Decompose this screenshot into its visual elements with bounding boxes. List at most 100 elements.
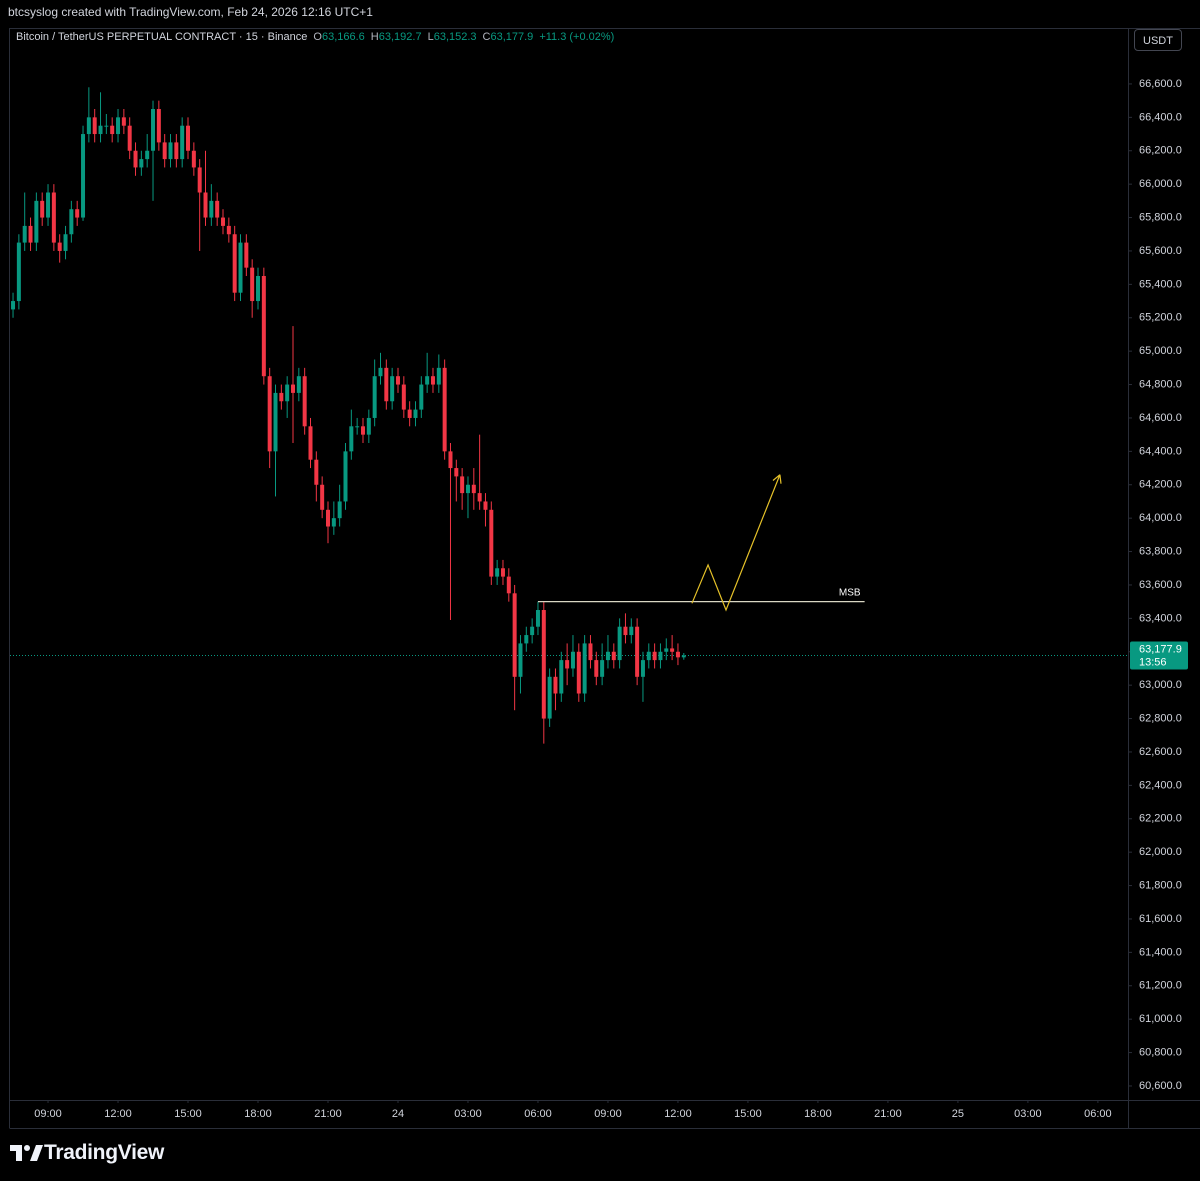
y-tick-label: 63,800.0 <box>1139 545 1182 557</box>
candle-body <box>69 209 74 235</box>
candle-body <box>51 192 56 243</box>
legend-key: L <box>427 31 434 43</box>
y-tick-label: 62,000.0 <box>1139 846 1182 858</box>
candle-body <box>600 660 605 677</box>
candle-body <box>168 142 173 160</box>
candle-body <box>203 192 208 218</box>
y-tick-label: 61,000.0 <box>1139 1013 1182 1025</box>
candle-body <box>594 660 599 677</box>
candle-body <box>162 142 167 160</box>
candle-body <box>145 150 150 160</box>
legend-key: O <box>313 31 322 43</box>
candle-body <box>343 451 348 502</box>
candle-body <box>448 451 453 469</box>
candle-body <box>290 384 295 393</box>
y-tick-label: 63,600.0 <box>1139 579 1182 591</box>
x-tick-label: 18:00 <box>244 1108 272 1120</box>
candle-body <box>127 125 132 151</box>
candle-body <box>355 426 360 428</box>
candle-body <box>670 648 675 652</box>
y-tick-label: 64,200.0 <box>1139 479 1182 491</box>
candle-body <box>261 276 266 377</box>
candle-body <box>285 384 290 402</box>
candle-body <box>512 593 517 677</box>
y-tick-label: 65,800.0 <box>1139 211 1182 223</box>
candle-body <box>430 376 435 385</box>
logo-shape <box>10 1145 22 1161</box>
countdown-label: 13:56 <box>1139 656 1167 668</box>
candle-body <box>279 392 284 402</box>
candle-body <box>366 417 371 435</box>
y-tick-label: 64,000.0 <box>1139 512 1182 524</box>
candle-body <box>460 476 465 494</box>
y-tick-label: 60,600.0 <box>1139 1080 1182 1092</box>
y-tick-label: 62,200.0 <box>1139 813 1182 825</box>
candle-body <box>629 626 634 636</box>
candle-body <box>360 426 365 435</box>
y-tick-label: 66,200.0 <box>1139 145 1182 157</box>
candles <box>11 87 686 744</box>
candle-body <box>524 635 529 644</box>
candle-body <box>151 108 156 151</box>
legend-key: H <box>370 31 379 43</box>
candle-body <box>22 225 27 243</box>
brand: TradingView <box>44 1141 165 1164</box>
y-tick-label: 65,600.0 <box>1139 245 1182 257</box>
legend-value: 63,192.7 <box>378 31 422 43</box>
x-tick-label: 21:00 <box>874 1108 902 1120</box>
candle-body <box>646 651 651 661</box>
candle-body <box>267 376 272 452</box>
candle-body <box>500 568 505 577</box>
candle-body <box>635 626 640 677</box>
currency-button[interactable]: USDT <box>1134 29 1182 51</box>
msb-label: MSB <box>839 587 861 598</box>
x-tick-label: 12:00 <box>664 1108 692 1120</box>
candle-body <box>506 576 511 594</box>
caption: btcsyslog created with TradingView.com, … <box>8 5 373 19</box>
y-tick-label: 66,600.0 <box>1139 78 1182 90</box>
candle-body <box>395 376 400 385</box>
y-tick-label: 63,400.0 <box>1139 612 1182 624</box>
x-tick-label: 24 <box>392 1108 404 1120</box>
candle-body <box>547 676 552 719</box>
legend-key: C <box>482 31 491 43</box>
candle-body <box>16 242 21 302</box>
projection-arrow <box>691 474 781 612</box>
candle-body <box>34 200 39 243</box>
candle-body <box>530 626 535 636</box>
candle-body <box>331 518 336 527</box>
candle-body <box>605 651 610 661</box>
candle-body <box>378 367 383 377</box>
candle-body <box>191 150 196 168</box>
x-tick-label: 03:00 <box>1014 1108 1042 1120</box>
candle-body <box>156 108 161 143</box>
x-tick-label: 15:00 <box>734 1108 762 1120</box>
candle-body <box>675 651 680 658</box>
symbol-title: Bitcoin / TetherUS PERPETUAL CONTRACT · … <box>16 31 308 43</box>
y-tick-label: 61,400.0 <box>1139 946 1182 958</box>
candle-body <box>518 643 523 677</box>
candle-body <box>180 125 185 160</box>
price-tag-label: 63,177.9 <box>1139 643 1182 655</box>
candle-body <box>75 209 80 218</box>
candle-body <box>296 376 301 393</box>
candle-body <box>133 150 138 168</box>
x-tick-label: 06:00 <box>524 1108 552 1120</box>
candle-body <box>174 142 179 160</box>
candle-body <box>238 242 243 293</box>
candle-body <box>541 610 546 719</box>
y-tick-label: 65,000.0 <box>1139 345 1182 357</box>
candle-body <box>611 651 616 661</box>
candle-body <box>617 626 622 661</box>
candle-body <box>489 509 494 577</box>
y-tick-label: 64,400.0 <box>1139 445 1182 457</box>
candle-body <box>320 484 325 510</box>
candle-body <box>121 117 126 126</box>
x-tick-label: 06:00 <box>1084 1108 1112 1120</box>
x-tick-label: 03:00 <box>454 1108 482 1120</box>
candle-body <box>215 200 220 218</box>
candle-body <box>570 651 575 669</box>
y-tick-label: 64,600.0 <box>1139 412 1182 424</box>
candle-body <box>681 655 686 658</box>
